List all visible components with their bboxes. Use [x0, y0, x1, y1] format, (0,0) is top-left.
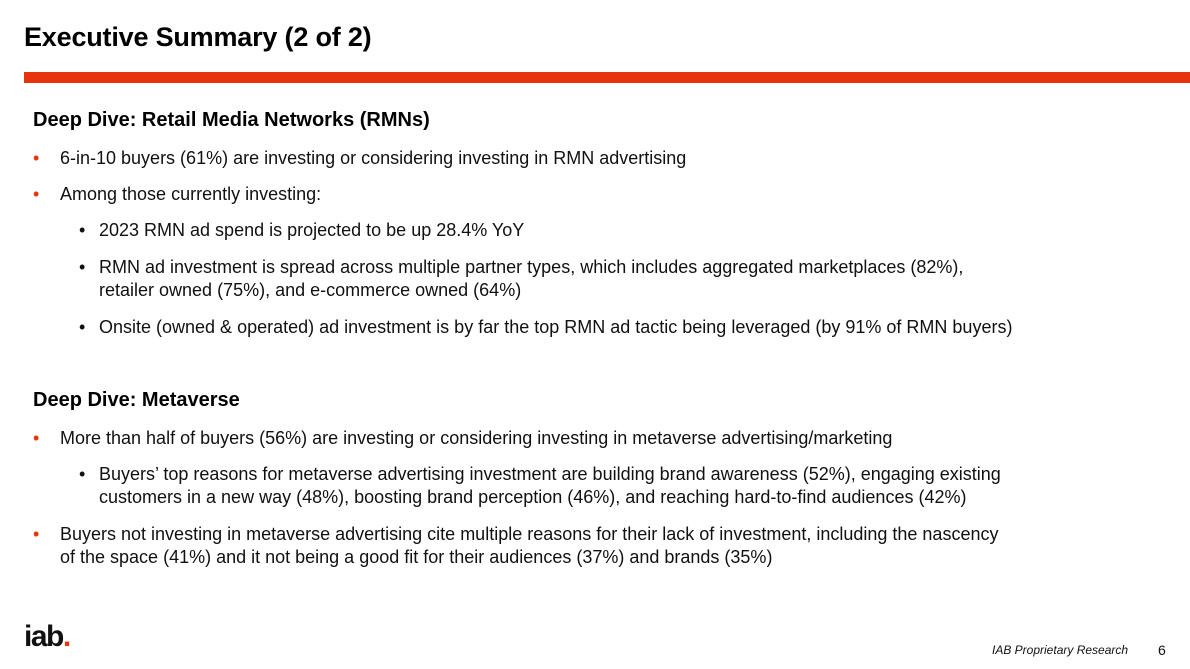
sub-bullet-marker: •	[79, 257, 86, 277]
rmn-sub-bullet-3-text: Onsite (owned & operated) ad investment …	[99, 317, 1013, 337]
bullet-marker: •	[33, 148, 40, 168]
metaverse-bullet-1-text: More than half of buyers (56%) are inves…	[60, 428, 893, 448]
rmn-bullet-1: • 6-in-10 buyers (61%) are investing or …	[33, 147, 687, 170]
rmn-section-heading: Deep Dive: Retail Media Networks (RMNs)	[33, 109, 430, 131]
metaverse-bullet-2-line-2: of the space (41%) and it not being a go…	[60, 547, 773, 567]
rmn-sub-bullet-3: • Onsite (owned & operated) ad investmen…	[79, 316, 1013, 339]
rmn-bullet-2: • Among those currently investing:	[33, 183, 322, 206]
page-title: Executive Summary (2 of 2)	[24, 22, 372, 52]
metaverse-sub-bullet-1-line-1: Buyers’ top reasons for metaverse advert…	[99, 464, 1001, 484]
rmn-bullet-2-text: Among those currently investing:	[60, 184, 322, 204]
sub-bullet-marker: •	[79, 220, 86, 240]
metaverse-bullet-2: • Buyers not investing in metaverse adve…	[33, 523, 999, 569]
bullet-marker: •	[33, 428, 40, 448]
sub-bullet-marker: •	[79, 317, 86, 337]
footer-label: IAB Proprietary Research	[992, 643, 1129, 657]
rmn-sub-bullet-2-line-2: retailer owned (75%), and e-commerce own…	[99, 280, 522, 300]
metaverse-section-heading: Deep Dive: Metaverse	[33, 389, 240, 411]
accent-bar	[24, 72, 1190, 83]
iab-logo-text: iab	[24, 620, 64, 653]
sub-bullet-marker: •	[79, 464, 86, 484]
bullet-marker: •	[33, 184, 40, 204]
metaverse-bullet-2-line-1: Buyers not investing in metaverse advert…	[60, 524, 999, 544]
iab-logo-dot: .	[62, 620, 71, 653]
metaverse-sub-bullet-1: • Buyers’ top reasons for metaverse adve…	[79, 463, 1001, 509]
rmn-sub-bullet-1-text: 2023 RMN ad spend is projected to be up …	[99, 220, 525, 240]
rmn-bullet-1-text: 6-in-10 buyers (61%) are investing or co…	[60, 148, 687, 168]
bullet-marker: •	[33, 524, 40, 544]
metaverse-sub-bullet-1-line-2: customers in a new way (48%), boosting b…	[99, 487, 967, 507]
iab-logo: iab.	[24, 620, 71, 654]
page-number: 6	[1158, 642, 1166, 658]
rmn-sub-bullet-2-line-1: RMN ad investment is spread across multi…	[99, 257, 964, 277]
rmn-sub-bullet-2: • RMN ad investment is spread across mul…	[79, 256, 964, 302]
metaverse-bullet-1: • More than half of buyers (56%) are inv…	[33, 427, 893, 450]
rmn-sub-bullet-1: • 2023 RMN ad spend is projected to be u…	[79, 219, 525, 242]
